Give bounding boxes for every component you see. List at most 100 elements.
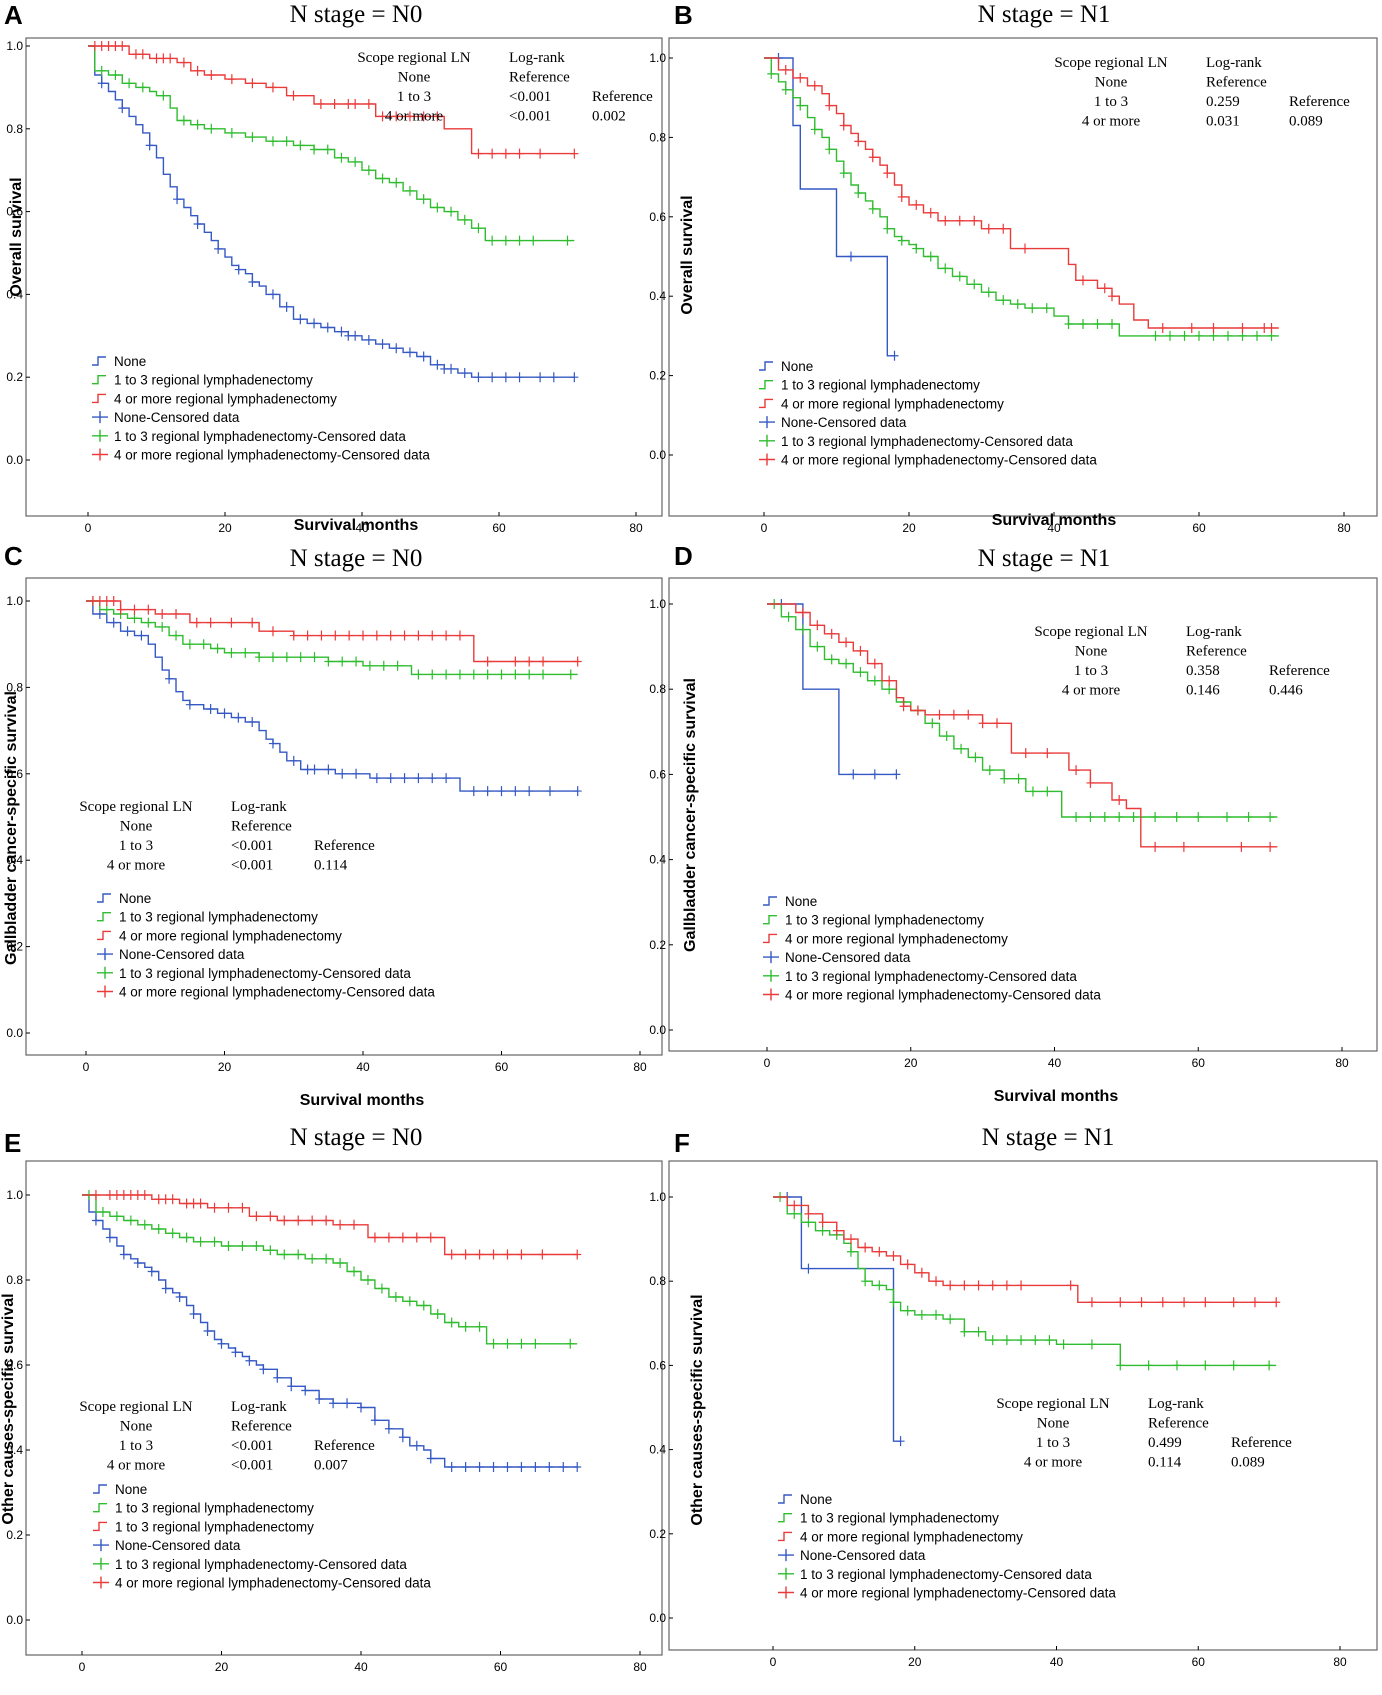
censor-mark <box>419 1300 428 1311</box>
censor-mark <box>1116 1360 1125 1371</box>
legend-line-symbol <box>93 1521 107 1532</box>
censor-mark <box>474 372 483 383</box>
censor-mark <box>970 215 979 226</box>
censor-mark <box>856 645 865 656</box>
legend-label: 1 to 3 regional lymphadenectomy-Censored… <box>781 434 1073 449</box>
censor-mark <box>166 53 175 64</box>
legend-label: None <box>115 1482 147 1497</box>
logrank-row-ref: 0.089 <box>1231 1455 1265 1471</box>
censor-mark <box>461 1462 470 1472</box>
censor-mark <box>804 1208 813 1219</box>
legend-label: 1 to 3 regional lymphadenectomy <box>800 1511 999 1526</box>
censor-mark <box>412 1440 421 1451</box>
censor-mark <box>179 115 188 126</box>
y-tick-label: 0.8 <box>6 122 23 136</box>
censor-mark <box>97 65 106 76</box>
x-tick-label: 0 <box>85 521 92 535</box>
censor-mark <box>227 74 236 85</box>
censor-mark <box>161 1194 170 1205</box>
censor-mark <box>1266 841 1275 852</box>
y-tick-label: 0.0 <box>649 1611 666 1625</box>
censor-mark <box>1179 841 1188 852</box>
censor-mark <box>501 148 510 159</box>
censor-mark <box>489 1338 498 1349</box>
km-curve-none <box>767 603 897 776</box>
censor-mark <box>447 363 456 374</box>
censor-mark <box>813 641 822 652</box>
censor-mark <box>1151 812 1160 822</box>
censor-mark <box>337 326 346 337</box>
censor-mark <box>970 279 979 290</box>
logrank-row-value: Reference <box>1186 644 1247 660</box>
censor-mark <box>442 773 451 784</box>
panel-b: B N stage = N1 0 20 40 60 80 0.0 0.2 0.4 0.6 0.8 1.0… <box>649 0 1378 535</box>
censor-mark <box>447 1249 456 1260</box>
censor-mark <box>220 708 229 719</box>
censor-mark <box>798 607 807 618</box>
censor-mark <box>1086 812 1095 822</box>
censor-mark <box>130 613 139 624</box>
censor-mark <box>158 621 167 632</box>
censor-mark <box>455 669 464 680</box>
censor-mark <box>926 251 935 262</box>
censor-mark <box>138 49 147 60</box>
x-tick-label: 80 <box>629 521 643 535</box>
censor-mark <box>405 1296 414 1307</box>
censor-mark <box>941 215 950 226</box>
censor-mark <box>1223 812 1231 822</box>
censor-mark <box>1172 812 1181 822</box>
censor-mark <box>875 1246 884 1257</box>
censor-mark <box>1172 1360 1181 1371</box>
censor-mark <box>324 656 333 667</box>
censor-mark <box>946 1314 955 1325</box>
legend-censor-symbol <box>759 416 775 429</box>
y-tick-label: 1.0 <box>649 51 666 65</box>
censor-mark <box>573 1249 582 1260</box>
censor-mark <box>88 596 97 606</box>
logrank-row-label: None <box>1095 75 1128 91</box>
chart-title: N stage = N0 <box>290 1124 423 1151</box>
censor-mark <box>870 675 879 686</box>
censor-mark <box>489 1249 498 1260</box>
censor-mark <box>899 701 908 712</box>
censor-mark <box>102 604 111 615</box>
legend-line-symbol <box>759 398 773 409</box>
logrank-row-value: Reference <box>509 70 570 86</box>
legend-censor-symbol <box>759 453 775 466</box>
censor-mark <box>419 194 428 205</box>
y-axis-label: Gallbladder cancer-specific survival <box>682 678 699 952</box>
censor-mark <box>140 1190 149 1200</box>
censor-mark <box>955 215 964 226</box>
km-curve-one-to-three <box>88 45 575 242</box>
censor-mark <box>1000 773 1009 784</box>
censor-mark <box>105 1190 114 1200</box>
censor-mark <box>118 41 127 51</box>
censor-mark <box>1115 812 1124 822</box>
x-tick-label: 60 <box>494 1660 508 1674</box>
censor-mark <box>971 752 980 763</box>
censor-mark <box>323 322 332 333</box>
censor-mark <box>984 223 993 234</box>
censor-mark <box>433 1309 442 1319</box>
censor-mark <box>1244 812 1253 822</box>
censor-mark <box>378 111 387 122</box>
legend-label: 4 or more regional lymphadenectomy-Censo… <box>800 1586 1116 1601</box>
y-tick-label: 0.6 <box>6 1358 23 1372</box>
censor-mark <box>861 1242 870 1253</box>
legend-label: 4 or more regional lymphadenectomy-Censo… <box>781 453 1097 468</box>
x-tick-label: 20 <box>218 1060 232 1074</box>
x-tick-label: 0 <box>770 1655 777 1669</box>
censor-mark <box>955 271 964 282</box>
censor-mark <box>351 330 360 341</box>
censor-mark <box>392 343 401 354</box>
censor-mark <box>1229 1297 1238 1308</box>
legend-censor-symbol <box>778 1586 794 1599</box>
censor-mark <box>1253 330 1261 341</box>
logrank-header-scope: Scope regional LN <box>357 50 470 66</box>
legend-label: 1 to 3 regional lymphadenectomy-Censored… <box>785 969 1077 984</box>
censor-mark <box>442 669 451 680</box>
censor-mark <box>488 148 497 159</box>
legend-label: 4 or more regional lymphadenectomy-Censo… <box>785 988 1101 1003</box>
legend-line-symbol <box>763 896 777 906</box>
logrank-row-label: 1 to 3 <box>397 89 431 105</box>
